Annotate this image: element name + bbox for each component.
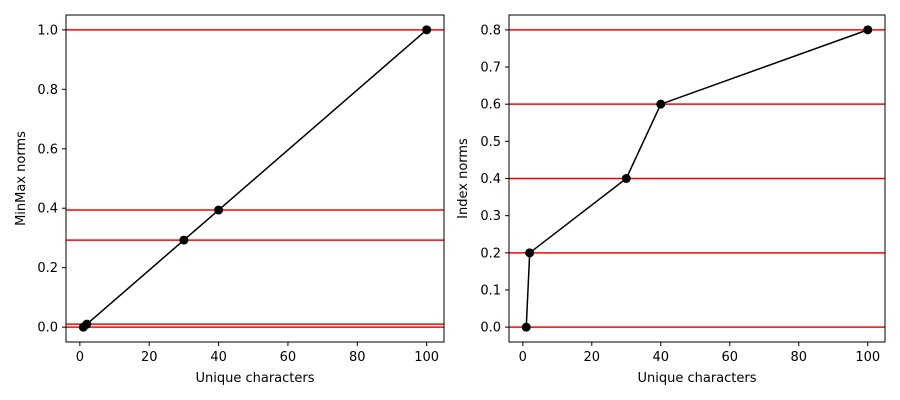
chart-2-y-tick-label-7: 0.6 — [480, 98, 501, 113]
chart-1-data-point-2 — [82, 319, 92, 329]
chart-2-y-tick-label-4: 0.3 — [480, 209, 501, 224]
chart-1-y-tick-label-6: 1.0 — [37, 23, 58, 38]
chart-2-x-tick-label-4: 60 — [721, 350, 738, 365]
chart-1-x-tick-label-6: 100 — [414, 350, 439, 365]
left-chart-panel: 0 20 40 60 80 100 0.0 0.2 0.4 0.6 0.8 1.0 Unique cha… — [14, 14, 445, 386]
right-chart-panel: 0 20 40 60 80 100 0.0 0.1 0.2 0.3 0.4 0.5 0.6 0.7 0.8 U… — [456, 14, 886, 386]
chart-1-series-line — [82, 29, 428, 328]
chart-1-data-point-4 — [214, 205, 224, 215]
chart-2-x-tick-label-2: 20 — [584, 350, 601, 365]
chart-2-x-tick-label-6: 100 — [855, 350, 880, 365]
chart-2-data-point-3 — [621, 174, 631, 183]
chart-1-y-tick-label-5: 0.8 — [37, 83, 58, 98]
chart-2-y-tick-label-5: 0.4 — [480, 172, 501, 187]
chart-2-data-point-5 — [863, 25, 873, 35]
chart-2-data-point-4 — [656, 99, 666, 109]
chart-1-x-tick-label-4: 60 — [280, 350, 297, 365]
chart-2-y-tick-label-2: 0.1 — [480, 283, 501, 298]
chart-1-data-point-5 — [422, 25, 432, 35]
chart-2-y-tick-label-3: 0.2 — [480, 246, 501, 261]
chart-2-y-tick-label-1: 0.0 — [480, 321, 501, 336]
chart-1-y-tick-label-3: 0.4 — [37, 202, 58, 217]
chart-2-x-tick-label-3: 40 — [653, 350, 670, 365]
chart-2-x-axis-label: Unique characters — [637, 371, 756, 386]
chart-2-y-tick-label-8: 0.7 — [480, 61, 501, 76]
chart-1-x-tick-label-2: 20 — [141, 350, 158, 365]
chart-2-y-tick-label-9: 0.8 — [480, 23, 501, 38]
chart-1-x-tick-label-3: 40 — [210, 350, 227, 365]
chart-1-axes-frame — [65, 14, 445, 343]
chart-1-data-point-3 — [179, 235, 189, 245]
chart-1-x-axis-label: Unique characters — [195, 371, 314, 386]
chart-1-y-tick-label-4: 0.6 — [37, 142, 58, 157]
chart-2-data-point-2 — [525, 248, 535, 258]
chart-1-x-tick-label-5: 80 — [349, 350, 366, 365]
chart-1-y-tick-label-2: 0.2 — [37, 261, 58, 276]
chart-1-y-axis-label: MinMax norms — [14, 131, 29, 226]
chart-2-y-axis-label: Index norms — [456, 138, 471, 219]
chart-2-x-tick-label-5: 80 — [790, 350, 807, 365]
chart-1-x-tick-label-1: 0 — [76, 350, 84, 365]
chart-2-x-tick-label-1: 0 — [519, 350, 527, 365]
chart-2-data-point-1 — [521, 322, 531, 332]
chart-2-y-tick-label-6: 0.5 — [480, 135, 501, 150]
chart-1-y-tick-label-1: 0.0 — [37, 321, 58, 336]
